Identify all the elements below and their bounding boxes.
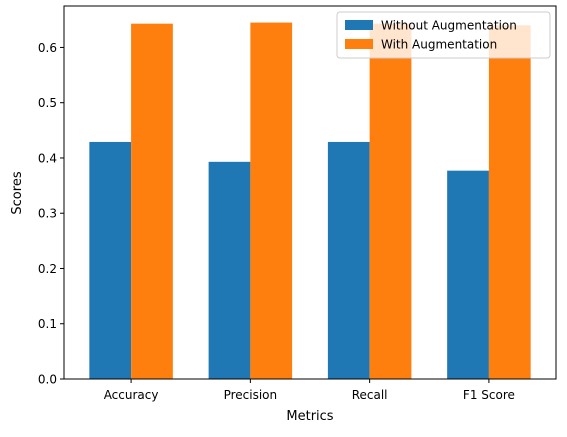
legend-label: With Augmentation <box>381 38 497 52</box>
bar-with-2 <box>370 24 412 379</box>
x-tick-label: Accuracy <box>104 388 159 402</box>
bar-without-1 <box>209 162 251 379</box>
bar-with-1 <box>250 23 292 379</box>
bars-layer <box>89 23 530 379</box>
y-tick-label: 0.0 <box>38 373 57 387</box>
x-tick-label: F1 Score <box>463 388 515 402</box>
y-tick-label: 0.4 <box>38 151 57 165</box>
x-axis-label: Metrics <box>286 409 333 424</box>
x-tick-label: Precision <box>224 388 278 402</box>
bar-with-3 <box>489 25 531 379</box>
y-axis: 0.0 0.1 0.2 0.3 0.4 0.5 0.6 <box>38 41 64 387</box>
bar-without-2 <box>328 142 370 379</box>
bar-without-3 <box>447 171 489 379</box>
legend-swatch <box>345 20 373 30</box>
y-tick-label: 0.6 <box>38 41 57 55</box>
y-axis-label: Scores <box>10 171 25 214</box>
legend: Without Augmentation With Augmentation <box>337 12 550 58</box>
y-tick-label: 0.2 <box>38 262 57 276</box>
bar-without-0 <box>89 142 131 379</box>
y-tick-label: 0.3 <box>38 207 57 221</box>
x-tick-label: Recall <box>352 388 388 402</box>
bar-with-0 <box>131 24 173 379</box>
legend-swatch <box>345 39 373 49</box>
legend-label: Without Augmentation <box>381 19 517 33</box>
y-tick-label: 0.1 <box>38 317 57 331</box>
x-axis: Accuracy Precision Recall F1 Score <box>104 379 515 402</box>
y-tick-label: 0.5 <box>38 96 57 110</box>
